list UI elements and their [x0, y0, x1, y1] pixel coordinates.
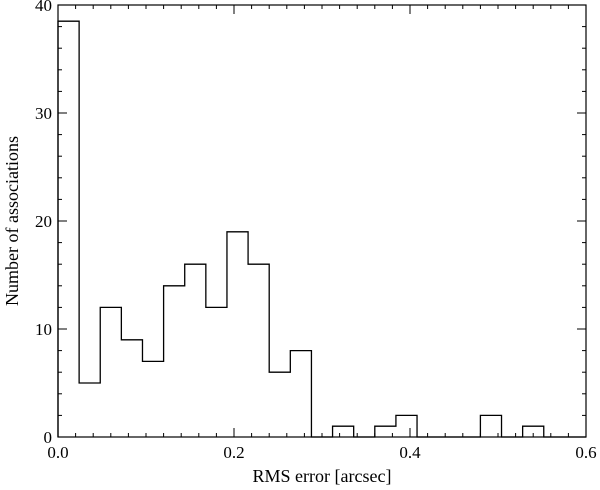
x-tick-labels: 0.0 0.2 0.4 0.6: [47, 443, 596, 462]
x-tick-label: 0.4: [399, 443, 421, 462]
y-tick-label: 0: [44, 428, 53, 447]
x-tick-label: 0.6: [575, 443, 596, 462]
x-axis-label: RMS error [arcsec]: [253, 466, 392, 486]
y-tick-label: 40: [35, 0, 52, 15]
histogram-step-line: [57, 20, 586, 438]
x-tick-label: 0.0: [47, 443, 68, 462]
y-tick-labels: 0 10 20 30 40: [35, 0, 52, 447]
y-tick-label: 20: [35, 212, 52, 231]
axis-ticks: [57, 4, 587, 438]
y-tick-label: 10: [35, 320, 52, 339]
x-tick-label: 0.2: [223, 443, 244, 462]
plot-frame: [57, 4, 587, 438]
y-tick-label: 30: [35, 104, 52, 123]
y-axis-label: Number of associations: [2, 136, 22, 306]
